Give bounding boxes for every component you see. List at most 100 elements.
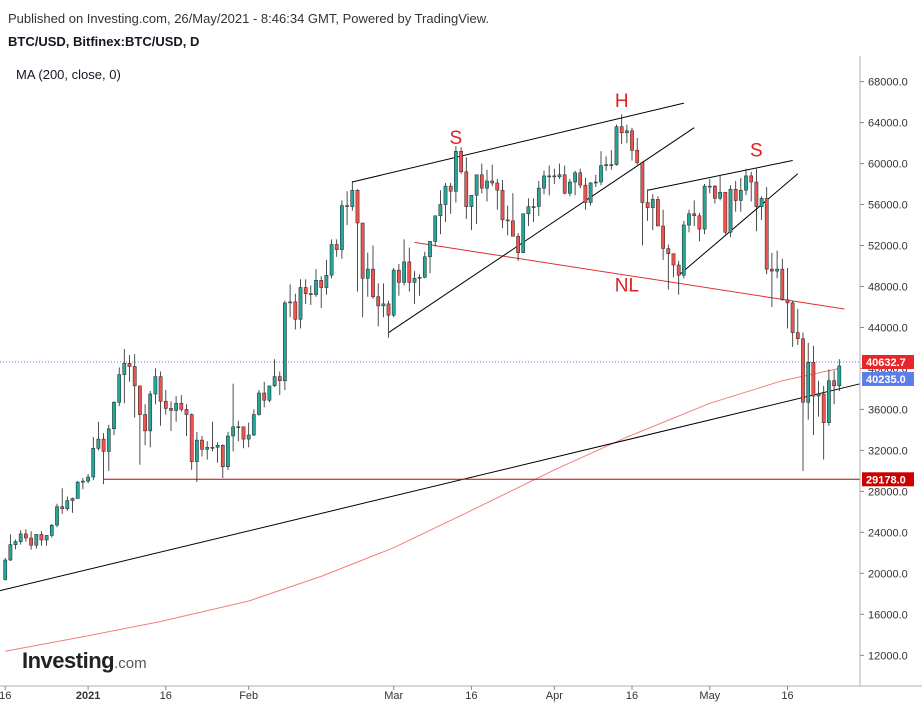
- candle-body: [272, 376, 277, 387]
- candle-body: [448, 185, 453, 192]
- pattern-label: NL: [615, 276, 639, 297]
- candle-body: [60, 506, 65, 509]
- candle-body: [454, 151, 458, 192]
- candle-body: [127, 363, 132, 367]
- logo-suffix: .com: [114, 655, 147, 672]
- neckline-line: [414, 241, 845, 310]
- candle-body: [770, 268, 774, 272]
- wedge2-bottom-line: [678, 173, 799, 276]
- x-tick-label: Apr: [546, 690, 563, 702]
- candle-body: [443, 185, 448, 205]
- candle-body: [298, 287, 303, 320]
- candle-body: [329, 244, 334, 276]
- candle-body: [795, 332, 800, 339]
- candle-body: [723, 191, 728, 233]
- candle-body: [650, 199, 655, 208]
- candle-body: [702, 185, 707, 230]
- candle-body: [640, 162, 645, 203]
- candle-body: [257, 392, 261, 415]
- candle-body: [645, 202, 650, 208]
- candle-body: [790, 302, 795, 333]
- candle-body: [754, 181, 759, 207]
- candle-body: [490, 180, 495, 184]
- x-tick-label: 16: [465, 690, 477, 702]
- candle-body: [65, 500, 70, 510]
- candle-body: [547, 175, 552, 178]
- x-tick-label: 2021: [76, 690, 100, 702]
- candle-body: [417, 277, 422, 279]
- candle-body: [464, 171, 469, 207]
- candle-body: [340, 205, 344, 250]
- y-tick-label: 56000.0: [868, 200, 908, 212]
- candle-body: [687, 213, 691, 226]
- candle-body: [666, 248, 671, 254]
- candle-body: [283, 302, 287, 382]
- candle-body: [811, 362, 816, 397]
- candle-body: [785, 299, 790, 304]
- candle-body: [122, 363, 127, 375]
- pattern-label: S: [750, 140, 763, 161]
- candle-body: [728, 188, 733, 233]
- candle-body: [303, 287, 308, 294]
- candle-body: [733, 188, 738, 201]
- x-tick-label: 16: [0, 690, 11, 702]
- annotations-layer: S H S NL: [450, 91, 763, 296]
- candle-body: [163, 400, 168, 409]
- price-label-box: [862, 372, 914, 386]
- price-label-box: [862, 355, 914, 369]
- pattern-label: H: [615, 91, 629, 112]
- candle-body: [55, 506, 59, 526]
- candle-body: [516, 236, 520, 253]
- candle-body: [169, 408, 173, 411]
- candle-body: [588, 182, 593, 203]
- candle-body: [713, 185, 717, 199]
- y-tick-label: 28000.0: [868, 486, 908, 498]
- candle-body: [158, 376, 163, 402]
- candle-body: [350, 189, 355, 207]
- y-tick-label: 12000.0: [868, 650, 908, 662]
- y-tick-label: 36000.0: [868, 404, 908, 416]
- candle-body: [91, 448, 96, 478]
- candle-body: [365, 268, 370, 279]
- candle-body: [479, 174, 484, 189]
- candle-body: [552, 175, 557, 178]
- candle-body: [355, 189, 360, 224]
- ma200-line: [5, 367, 840, 652]
- candle-body: [827, 380, 831, 423]
- candle-body: [573, 172, 577, 183]
- candle-body: [744, 175, 748, 191]
- wedge-top-line: [352, 102, 685, 183]
- candle-body: [148, 393, 153, 432]
- axes-layer: 12000.0 16000.0 20000.0 24000.0 28000.0 32000…: [0, 56, 922, 702]
- candle-body: [821, 393, 826, 423]
- symbol-title: BTC/USD, Bitfinex:BTC/USD, D: [8, 34, 200, 49]
- y-tick-label: 68000.0: [868, 77, 908, 89]
- candle-body: [837, 365, 842, 387]
- y-tick-label: 48000.0: [868, 282, 908, 294]
- candle-body: [334, 244, 339, 250]
- logo-main: Investing: [22, 648, 115, 673]
- candle-body: [738, 189, 743, 201]
- candle-body: [526, 206, 531, 215]
- x-tick-label: 16: [781, 690, 793, 702]
- candle-body: [44, 535, 49, 541]
- candle-body: [609, 164, 614, 166]
- candle-body: [599, 165, 603, 183]
- candle-body: [495, 182, 500, 191]
- candle-body: [619, 126, 624, 134]
- x-tick-label: May: [699, 690, 720, 702]
- candle-body: [422, 256, 427, 278]
- price-label-text: 29178.0: [866, 474, 906, 486]
- candle-body: [174, 403, 178, 411]
- candle-body: [521, 213, 526, 253]
- candle-body: [402, 261, 406, 283]
- candle-body: [49, 524, 54, 536]
- x-tick-label: 16: [626, 690, 638, 702]
- price-label-text: 40632.7: [866, 357, 906, 369]
- x-tick-label: Mar: [384, 690, 403, 702]
- y-tick-label: 64000.0: [868, 118, 908, 130]
- uptrend-line: [0, 383, 861, 592]
- candle-body: [433, 215, 438, 242]
- y-tick-label: 44000.0: [868, 323, 908, 335]
